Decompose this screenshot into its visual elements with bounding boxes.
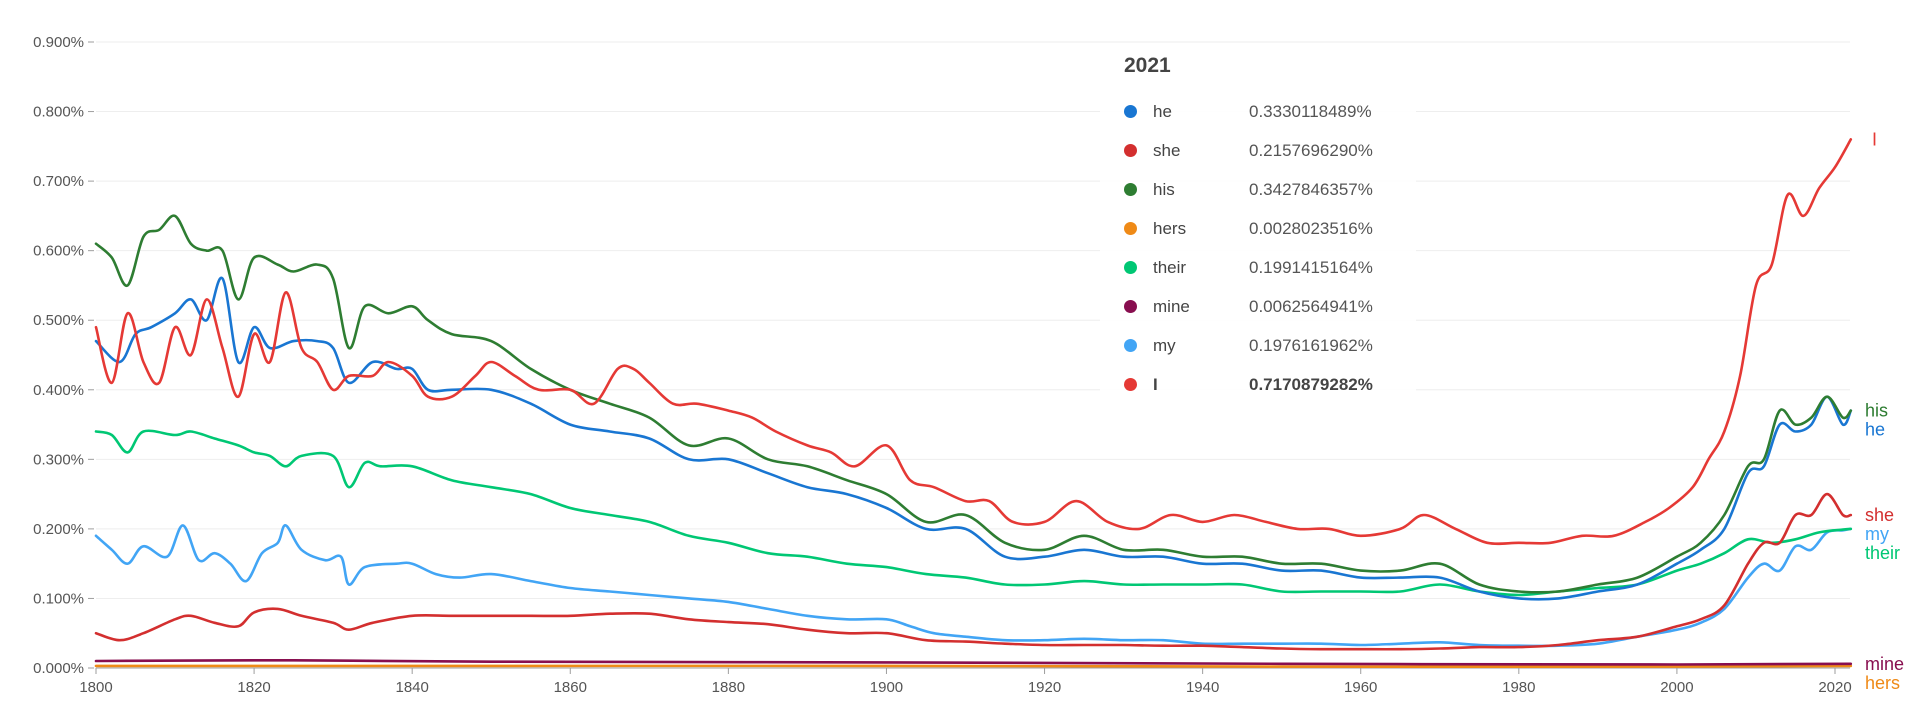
- y-tick-label: 0.300%: [33, 451, 84, 468]
- tooltip-row: she 0.2157696290%: [1108, 131, 1408, 170]
- tooltip-row: their 0.1991415164%: [1108, 248, 1408, 287]
- tooltip-series-value: 0.2157696290%: [1249, 140, 1373, 160]
- end-label-she: she: [1865, 505, 1894, 525]
- tooltip-series-value: 0.1976161962%: [1249, 335, 1373, 355]
- y-tick-label: 0.000%: [33, 660, 84, 677]
- x-tick-label: 1840: [395, 679, 428, 696]
- tooltip-series-name: mine: [1153, 296, 1190, 316]
- tooltip-rows: he 0.3330118489% she 0.2157696290% his 0.3427…: [1108, 92, 1408, 404]
- series-line-he: [94, 276, 1853, 601]
- tooltip-row: hers 0.0028023516%: [1108, 209, 1408, 248]
- series-dot-icon: [1124, 144, 1137, 157]
- y-tick-label: 0.600%: [33, 243, 84, 260]
- tooltip-row: mine 0.0062564941%: [1108, 287, 1408, 326]
- tooltip-row: he 0.3330118489%: [1108, 92, 1408, 131]
- x-tick-label: 1900: [870, 679, 903, 696]
- x-tick-label: 1960: [1344, 679, 1377, 696]
- series-dot-icon: [1124, 261, 1137, 274]
- end-label-their: their: [1865, 543, 1900, 563]
- series-line-i: [94, 138, 1853, 546]
- series-dot-icon: [1124, 183, 1137, 196]
- series-dot-icon: [1124, 222, 1137, 235]
- tooltip-series-value: 0.0062564941%: [1249, 296, 1373, 316]
- y-tick-label: 0.200%: [33, 521, 84, 538]
- tooltip-series-name: he: [1153, 101, 1172, 121]
- end-label-i: I: [1872, 129, 1877, 149]
- tooltip-series-value: 0.3330118489%: [1249, 101, 1372, 121]
- end-label-his: his: [1865, 401, 1888, 421]
- x-tick-label: 1860: [554, 679, 587, 696]
- tooltip-series-name: their: [1153, 257, 1187, 277]
- y-tick-label: 0.100%: [33, 590, 84, 607]
- tooltip-series-name: hers: [1153, 218, 1187, 238]
- x-tick-label: 1920: [1028, 679, 1061, 696]
- tooltip-series-name: my: [1153, 335, 1176, 355]
- tooltip-series-value: 0.0028023516%: [1249, 218, 1373, 238]
- end-label-he: he: [1865, 420, 1885, 440]
- series-line-my: [94, 524, 1853, 648]
- x-tick-label: 2020: [1818, 679, 1851, 696]
- tooltip-series-name: she: [1153, 140, 1181, 160]
- tooltip-series-value: 0.3427846357%: [1249, 179, 1373, 199]
- y-tick-label: 0.500%: [33, 312, 84, 329]
- tooltip-row: his 0.3427846357%: [1108, 170, 1408, 209]
- y-tick-label: 0.400%: [33, 382, 84, 399]
- series-line-she: [94, 492, 1853, 651]
- x-tick-label: 1980: [1502, 679, 1535, 696]
- x-tick-label: 1800: [79, 679, 112, 696]
- tooltip-series-value: 0.7170879282%: [1249, 374, 1373, 394]
- tooltip-series-name: his: [1153, 179, 1175, 199]
- x-tick-label: 1940: [1186, 679, 1219, 696]
- tooltip-row: I 0.7170879282%: [1108, 365, 1408, 404]
- end-label-hers: hers: [1865, 673, 1900, 693]
- x-tick-label: 1820: [237, 679, 270, 696]
- end-label-my: my: [1865, 524, 1889, 544]
- y-tick-label: 0.800%: [33, 104, 84, 121]
- tooltip-row: my 0.1976161962%: [1108, 326, 1408, 365]
- x-tick-label: 1880: [712, 679, 745, 696]
- series-dot-icon: [1124, 300, 1137, 313]
- tooltip-series-name: I: [1153, 374, 1158, 394]
- series-line-his: [94, 214, 1853, 594]
- series-dot-icon: [1124, 105, 1137, 118]
- x-tick-label: 2000: [1660, 679, 1693, 696]
- end-label-mine: mine: [1865, 654, 1904, 674]
- year-tooltip: 2021 he 0.3330118489% she 0.2157696290% his 0…: [1100, 50, 1416, 408]
- series-dot-icon: [1124, 378, 1137, 391]
- tooltip-series-value: 0.1991415164%: [1249, 257, 1373, 277]
- series-dot-icon: [1124, 339, 1137, 352]
- tooltip-year: 2021: [1124, 54, 1171, 77]
- y-tick-label: 0.700%: [33, 173, 84, 190]
- series-line-hers: [94, 664, 1853, 668]
- series-line-mine: [94, 658, 1853, 666]
- y-tick-label: 0.900%: [33, 34, 84, 51]
